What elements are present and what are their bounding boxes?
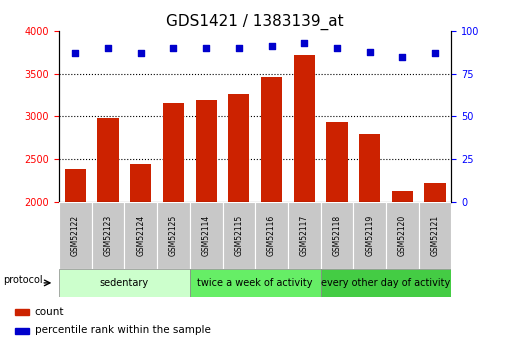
Bar — [92, 202, 125, 269]
Bar — [97, 118, 119, 202]
Text: GSM52118: GSM52118 — [332, 215, 342, 256]
Bar — [15, 309, 29, 315]
Point — [104, 45, 112, 51]
Point — [169, 45, 177, 51]
Text: GSM52123: GSM52123 — [104, 215, 112, 256]
Point — [71, 50, 80, 56]
Bar — [255, 202, 288, 269]
Text: GSM52117: GSM52117 — [300, 215, 309, 256]
Bar — [157, 202, 190, 269]
Bar — [65, 168, 86, 202]
Text: GSM52119: GSM52119 — [365, 215, 374, 256]
Bar — [321, 269, 451, 297]
Point — [136, 50, 145, 56]
Bar — [228, 94, 249, 202]
Bar — [15, 328, 29, 334]
Bar — [59, 269, 190, 297]
Bar — [130, 164, 151, 202]
Text: GSM52124: GSM52124 — [136, 215, 145, 256]
Bar — [353, 202, 386, 269]
Text: twice a week of activity: twice a week of activity — [198, 278, 313, 288]
Bar — [190, 202, 223, 269]
Text: GSM52120: GSM52120 — [398, 215, 407, 256]
Bar — [288, 202, 321, 269]
Bar — [124, 202, 157, 269]
Bar — [163, 103, 184, 202]
Text: protocol: protocol — [3, 275, 43, 285]
Point — [300, 40, 308, 46]
Point — [366, 49, 374, 54]
Text: count: count — [34, 307, 64, 317]
Bar — [59, 202, 92, 269]
Bar — [321, 202, 353, 269]
Text: GSM52121: GSM52121 — [430, 215, 440, 256]
Text: GSM52115: GSM52115 — [234, 215, 243, 256]
Bar — [359, 134, 380, 202]
Text: sedentary: sedentary — [100, 278, 149, 288]
Bar — [419, 202, 451, 269]
Bar — [424, 183, 446, 202]
Title: GDS1421 / 1383139_at: GDS1421 / 1383139_at — [166, 13, 344, 30]
Bar — [293, 55, 315, 202]
Point — [235, 45, 243, 51]
Bar — [392, 191, 413, 202]
Text: GSM52116: GSM52116 — [267, 215, 276, 256]
Text: GSM52122: GSM52122 — [71, 215, 80, 256]
Point — [398, 54, 406, 59]
Bar — [326, 122, 348, 202]
Text: GSM52114: GSM52114 — [202, 215, 211, 256]
Text: GSM52125: GSM52125 — [169, 215, 178, 256]
Point — [267, 44, 275, 49]
Bar — [386, 202, 419, 269]
Text: percentile rank within the sample: percentile rank within the sample — [34, 325, 210, 335]
Bar — [195, 100, 217, 202]
Bar — [190, 269, 321, 297]
Point — [431, 50, 439, 56]
Point — [333, 45, 341, 51]
Bar — [261, 77, 282, 202]
Bar — [223, 202, 255, 269]
Point — [202, 45, 210, 51]
Text: every other day of activity: every other day of activity — [322, 278, 450, 288]
